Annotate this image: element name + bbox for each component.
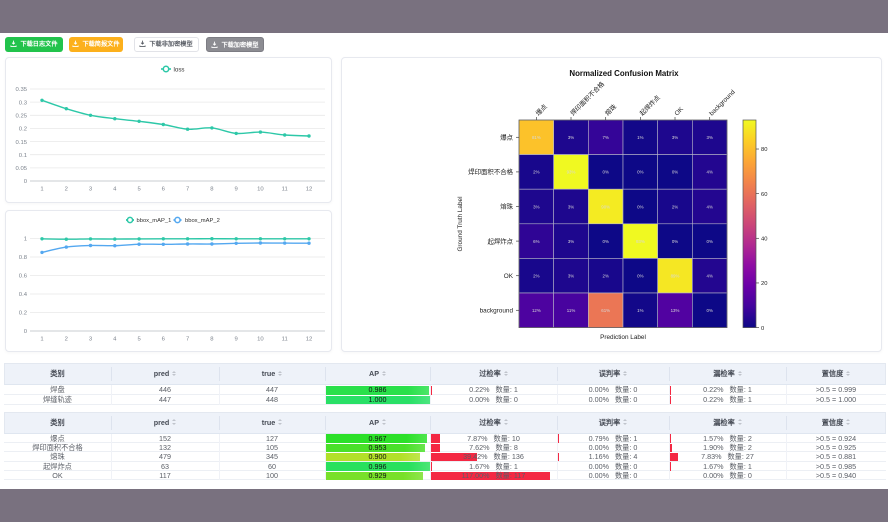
- svg-text:60: 60: [761, 192, 767, 198]
- svg-text:0: 0: [24, 329, 28, 335]
- svg-text:4%: 4%: [707, 274, 713, 279]
- svg-text:10: 10: [257, 187, 264, 193]
- svg-text:OK: OK: [504, 273, 514, 280]
- svg-text:40: 40: [761, 237, 767, 243]
- svg-text:loss: loss: [174, 66, 185, 73]
- svg-text:0.3: 0.3: [19, 100, 28, 106]
- svg-text:焊印面积不合格: 焊印面积不合格: [468, 167, 513, 176]
- svg-text:90%: 90%: [601, 204, 610, 209]
- svg-text:2%: 2%: [672, 204, 678, 209]
- svg-text:6: 6: [162, 187, 166, 193]
- svg-text:6: 6: [162, 337, 166, 343]
- svg-text:4: 4: [113, 337, 117, 343]
- svg-text:0.35: 0.35: [16, 87, 28, 93]
- svg-text:5: 5: [137, 337, 141, 343]
- svg-text:0.2: 0.2: [19, 127, 27, 133]
- svg-text:background: background: [480, 308, 514, 315]
- svg-text:0: 0: [761, 326, 764, 332]
- svg-text:89%: 89%: [671, 274, 680, 279]
- svg-text:7: 7: [186, 337, 189, 343]
- svg-text:0%: 0%: [603, 170, 609, 175]
- svg-text:20: 20: [761, 281, 767, 287]
- svg-text:3: 3: [89, 337, 93, 343]
- svg-text:0%: 0%: [707, 308, 713, 313]
- svg-text:0%: 0%: [603, 239, 609, 244]
- svg-text:81%: 81%: [532, 135, 541, 140]
- svg-text:3%: 3%: [533, 204, 539, 209]
- svg-text:8: 8: [210, 187, 214, 193]
- svg-text:0.05: 0.05: [16, 166, 28, 172]
- svg-text:1%: 1%: [637, 135, 643, 140]
- svg-text:2%: 2%: [533, 274, 539, 279]
- svg-text:爆点: 爆点: [500, 133, 513, 142]
- svg-text:0.15: 0.15: [16, 140, 28, 146]
- svg-text:3: 3: [89, 187, 93, 193]
- svg-text:焊印面积不合格: 焊印面积不合格: [568, 79, 606, 117]
- svg-text:2: 2: [65, 187, 68, 193]
- svg-text:0.4: 0.4: [19, 292, 28, 298]
- svg-text:7: 7: [186, 187, 189, 193]
- svg-text:3%: 3%: [568, 135, 574, 140]
- svg-text:1: 1: [24, 237, 27, 243]
- svg-text:11: 11: [282, 187, 288, 193]
- svg-text:80: 80: [761, 147, 767, 153]
- svg-text:9: 9: [235, 337, 238, 343]
- svg-text:11: 11: [282, 337, 288, 343]
- svg-text:熔珠: 熔珠: [500, 202, 513, 211]
- svg-text:0%: 0%: [637, 274, 643, 279]
- svg-text:4%: 4%: [707, 204, 713, 209]
- svg-text:11%: 11%: [567, 308, 576, 313]
- svg-text:1: 1: [40, 337, 43, 343]
- svg-text:0.6: 0.6: [19, 274, 28, 280]
- svg-text:1: 1: [40, 187, 43, 193]
- svg-text:12%: 12%: [532, 308, 541, 313]
- svg-text:Normalized Confusion Matrix: Normalized Confusion Matrix: [569, 69, 679, 78]
- svg-text:0.2: 0.2: [19, 311, 27, 317]
- svg-text:0.1: 0.1: [19, 153, 27, 159]
- svg-text:9: 9: [235, 187, 238, 193]
- svg-text:0%: 0%: [672, 170, 678, 175]
- svg-text:3%: 3%: [568, 239, 574, 244]
- svg-text:5: 5: [137, 187, 141, 193]
- svg-text:12: 12: [306, 187, 313, 193]
- svg-text:6%: 6%: [533, 239, 539, 244]
- svg-text:2%: 2%: [533, 170, 539, 175]
- svg-text:1%: 1%: [637, 308, 643, 313]
- svg-text:爆点: 爆点: [533, 102, 549, 118]
- svg-text:10: 10: [257, 337, 264, 343]
- svg-text:bbox_mAP_2: bbox_mAP_2: [185, 218, 220, 224]
- svg-text:bbox_mAP_1: bbox_mAP_1: [137, 218, 172, 224]
- svg-text:2: 2: [65, 337, 68, 343]
- svg-text:93%: 93%: [567, 170, 576, 175]
- svg-text:background: background: [708, 89, 737, 118]
- svg-text:3%: 3%: [672, 135, 678, 140]
- svg-text:7%: 7%: [603, 135, 609, 140]
- svg-text:0: 0: [24, 179, 28, 185]
- svg-text:4: 4: [113, 187, 117, 193]
- svg-text:13%: 13%: [671, 308, 680, 313]
- svg-text:Ground Truth Label: Ground Truth Label: [457, 196, 464, 251]
- svg-text:起焊炸点: 起焊炸点: [487, 236, 513, 245]
- svg-text:0%: 0%: [707, 239, 713, 244]
- svg-text:2%: 2%: [603, 274, 609, 279]
- svg-text:0%: 0%: [672, 239, 678, 244]
- svg-text:Prediction Label: Prediction Label: [600, 334, 646, 341]
- svg-text:8: 8: [210, 337, 214, 343]
- svg-text:OK: OK: [673, 105, 685, 117]
- svg-text:4%: 4%: [707, 170, 713, 175]
- svg-text:3%: 3%: [568, 204, 574, 209]
- svg-text:0.8: 0.8: [19, 255, 28, 261]
- svg-text:3%: 3%: [568, 274, 574, 279]
- svg-text:61%: 61%: [601, 308, 610, 313]
- svg-text:0.25: 0.25: [16, 114, 28, 120]
- svg-text:3%: 3%: [707, 135, 713, 140]
- svg-text:起焊炸点: 起焊炸点: [637, 93, 662, 118]
- svg-text:12: 12: [306, 337, 313, 343]
- svg-text:93%: 93%: [636, 239, 645, 244]
- svg-text:熔珠: 熔珠: [603, 102, 619, 118]
- svg-text:0%: 0%: [637, 204, 643, 209]
- svg-text:0%: 0%: [637, 170, 643, 175]
